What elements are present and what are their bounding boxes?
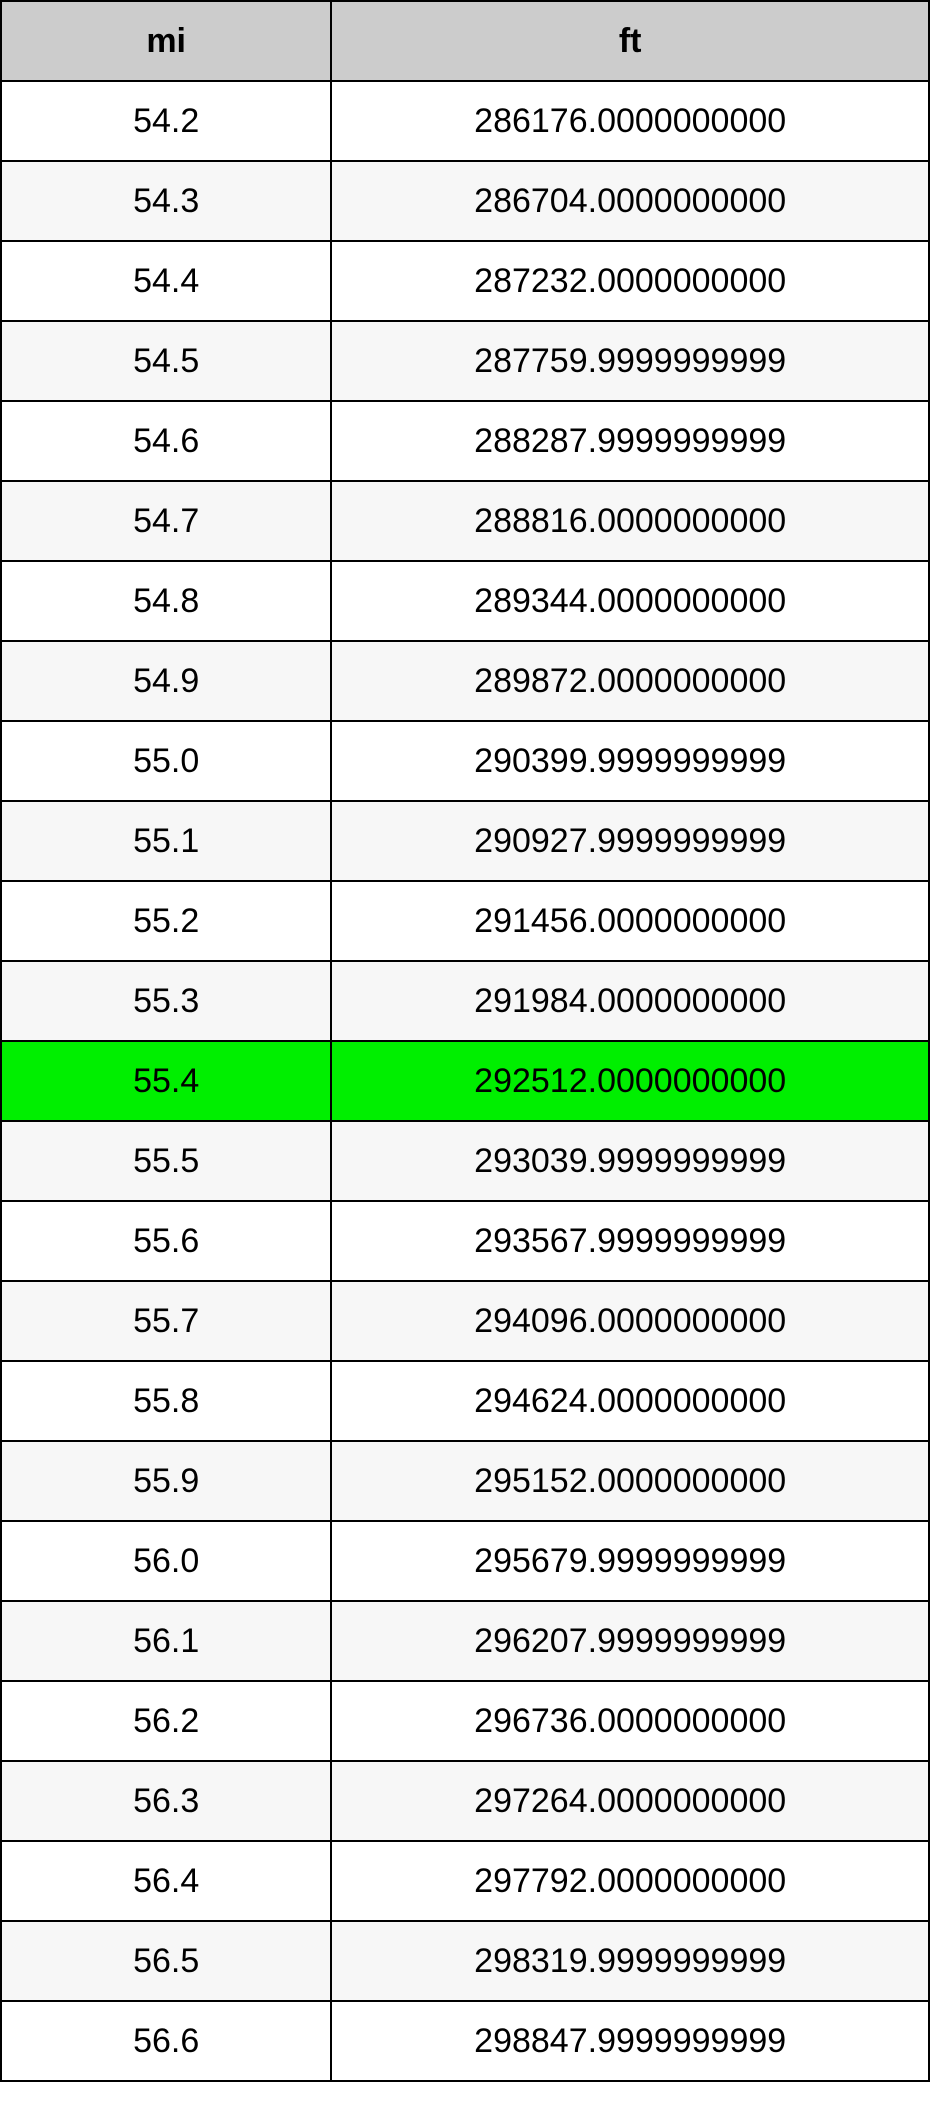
table-row: 54.3286704.0000000000: [1, 161, 929, 241]
cell-mi: 56.2: [1, 1681, 331, 1761]
cell-mi: 56.6: [1, 2001, 331, 2081]
table-row: 55.0290399.9999999999: [1, 721, 929, 801]
cell-ft: 290927.9999999999: [331, 801, 929, 881]
cell-mi: 54.4: [1, 241, 331, 321]
cell-mi: 54.9: [1, 641, 331, 721]
cell-mi: 55.4: [1, 1041, 331, 1121]
table-row: 54.9289872.0000000000: [1, 641, 929, 721]
cell-mi: 54.8: [1, 561, 331, 641]
table-row: 54.2286176.0000000000: [1, 81, 929, 161]
cell-ft: 291984.0000000000: [331, 961, 929, 1041]
table-row: 56.2296736.0000000000: [1, 1681, 929, 1761]
cell-mi: 55.1: [1, 801, 331, 881]
cell-ft: 293039.9999999999: [331, 1121, 929, 1201]
cell-ft: 289344.0000000000: [331, 561, 929, 641]
cell-ft: 287759.9999999999: [331, 321, 929, 401]
table-row: 54.8289344.0000000000: [1, 561, 929, 641]
cell-mi: 56.5: [1, 1921, 331, 2001]
table-row: 56.0295679.9999999999: [1, 1521, 929, 1601]
table-row: 55.6293567.9999999999: [1, 1201, 929, 1281]
cell-ft: 293567.9999999999: [331, 1201, 929, 1281]
column-header-ft: ft: [331, 1, 929, 81]
cell-mi: 54.5: [1, 321, 331, 401]
cell-ft: 294096.0000000000: [331, 1281, 929, 1361]
cell-mi: 54.6: [1, 401, 331, 481]
cell-mi: 55.6: [1, 1201, 331, 1281]
cell-ft: 286176.0000000000: [331, 81, 929, 161]
cell-mi: 55.9: [1, 1441, 331, 1521]
cell-ft: 289872.0000000000: [331, 641, 929, 721]
cell-ft: 286704.0000000000: [331, 161, 929, 241]
cell-mi: 55.5: [1, 1121, 331, 1201]
cell-ft: 298847.9999999999: [331, 2001, 929, 2081]
table-row: 55.4292512.0000000000: [1, 1041, 929, 1121]
cell-ft: 296736.0000000000: [331, 1681, 929, 1761]
table-header-row: mi ft: [1, 1, 929, 81]
cell-ft: 288816.0000000000: [331, 481, 929, 561]
cell-mi: 56.1: [1, 1601, 331, 1681]
cell-mi: 56.3: [1, 1761, 331, 1841]
table-body: 54.2286176.000000000054.3286704.00000000…: [1, 81, 929, 2081]
table-row: 55.5293039.9999999999: [1, 1121, 929, 1201]
cell-mi: 54.3: [1, 161, 331, 241]
table-row: 54.5287759.9999999999: [1, 321, 929, 401]
cell-ft: 297264.0000000000: [331, 1761, 929, 1841]
cell-ft: 296207.9999999999: [331, 1601, 929, 1681]
table-row: 55.3291984.0000000000: [1, 961, 929, 1041]
table-header: mi ft: [1, 1, 929, 81]
table-row: 54.4287232.0000000000: [1, 241, 929, 321]
table-row: 55.1290927.9999999999: [1, 801, 929, 881]
table-row: 54.6288287.9999999999: [1, 401, 929, 481]
cell-mi: 55.2: [1, 881, 331, 961]
table-row: 55.2291456.0000000000: [1, 881, 929, 961]
cell-mi: 56.0: [1, 1521, 331, 1601]
cell-mi: 54.2: [1, 81, 331, 161]
table-row: 54.7288816.0000000000: [1, 481, 929, 561]
cell-mi: 56.4: [1, 1841, 331, 1921]
cell-ft: 287232.0000000000: [331, 241, 929, 321]
conversion-table: mi ft 54.2286176.000000000054.3286704.00…: [0, 0, 930, 2082]
cell-mi: 55.0: [1, 721, 331, 801]
cell-ft: 294624.0000000000: [331, 1361, 929, 1441]
table-row: 56.5298319.9999999999: [1, 1921, 929, 2001]
cell-ft: 290399.9999999999: [331, 721, 929, 801]
table-row: 56.6298847.9999999999: [1, 2001, 929, 2081]
table-row: 56.4297792.0000000000: [1, 1841, 929, 1921]
cell-mi: 54.7: [1, 481, 331, 561]
table-row: 55.9295152.0000000000: [1, 1441, 929, 1521]
table-row: 56.1296207.9999999999: [1, 1601, 929, 1681]
cell-ft: 292512.0000000000: [331, 1041, 929, 1121]
cell-ft: 298319.9999999999: [331, 1921, 929, 2001]
cell-ft: 288287.9999999999: [331, 401, 929, 481]
cell-mi: 55.8: [1, 1361, 331, 1441]
cell-ft: 295679.9999999999: [331, 1521, 929, 1601]
cell-mi: 55.7: [1, 1281, 331, 1361]
column-header-mi: mi: [1, 1, 331, 81]
table-row: 56.3297264.0000000000: [1, 1761, 929, 1841]
table-row: 55.7294096.0000000000: [1, 1281, 929, 1361]
cell-mi: 55.3: [1, 961, 331, 1041]
cell-ft: 295152.0000000000: [331, 1441, 929, 1521]
cell-ft: 297792.0000000000: [331, 1841, 929, 1921]
cell-ft: 291456.0000000000: [331, 881, 929, 961]
table-row: 55.8294624.0000000000: [1, 1361, 929, 1441]
